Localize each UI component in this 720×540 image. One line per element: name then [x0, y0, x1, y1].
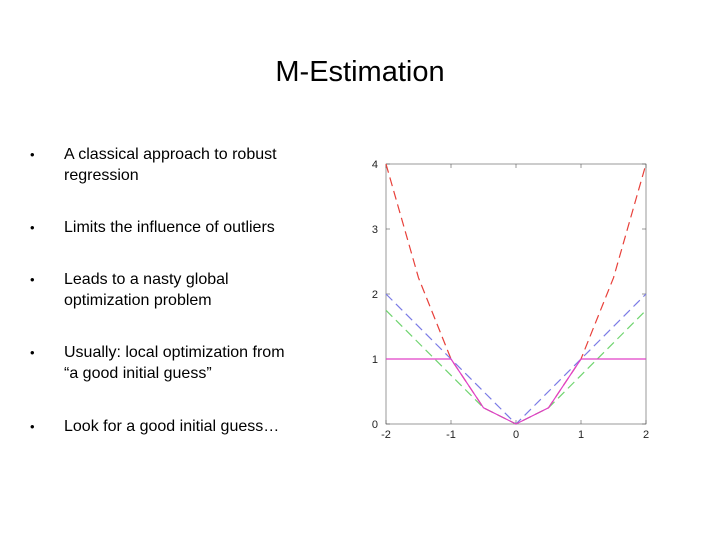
bullet-text: Leads to a nasty global optimization pro… — [64, 271, 229, 309]
bullet-dot: • — [30, 419, 35, 434]
bullet-text: Usually: local optimization from “a good… — [64, 344, 285, 382]
x-tick-label: -1 — [446, 429, 456, 441]
y-tick-label: 4 — [372, 159, 378, 171]
series-line — [385, 163, 647, 425]
x-tick-label: 1 — [578, 429, 584, 441]
bullet-text: A classical approach to robust regressio… — [64, 146, 277, 184]
bullet-dot: • — [30, 272, 35, 287]
x-tick-label: -2 — [381, 429, 391, 441]
bullet-dot: • — [30, 220, 35, 235]
y-tick-label: 1 — [372, 354, 378, 366]
y-tick-label: 2 — [372, 289, 378, 301]
loss-function-chart: -2 -1 0 1 2 0 1 2 3 4 — [372, 159, 649, 441]
series-line — [386, 358, 646, 425]
bullet-text: Look for a good initial guess… — [64, 418, 280, 435]
y-tick-label: 3 — [372, 224, 378, 236]
x-tick-label: 0 — [513, 429, 519, 441]
y-tick-label: 0 — [372, 419, 378, 431]
slide-title: M-Estimation — [275, 56, 445, 88]
bullet-dot: • — [30, 147, 35, 162]
bullet-text: Limits the influence of outliers — [64, 219, 275, 236]
series-line — [385, 309, 647, 425]
bullet-dot: • — [30, 345, 35, 360]
x-tick-label: 2 — [643, 429, 649, 441]
